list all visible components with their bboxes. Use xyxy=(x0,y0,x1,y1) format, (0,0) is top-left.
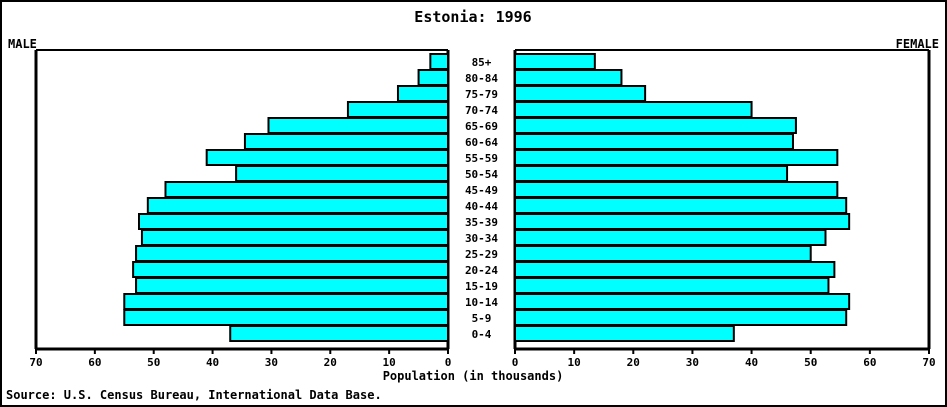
age-group-label: 55-59 xyxy=(465,152,498,165)
female-bar xyxy=(514,325,735,342)
male-bar xyxy=(123,309,450,326)
female-bar xyxy=(514,245,812,262)
male-bar xyxy=(146,197,449,214)
male-tick-label: 60 xyxy=(88,356,101,369)
age-group-label: 0-4 xyxy=(472,328,492,341)
age-group-label: 10-14 xyxy=(465,296,498,309)
male-tick-label: 0 xyxy=(445,356,452,369)
male-bar xyxy=(138,213,449,230)
age-group-label: 80-84 xyxy=(465,72,498,85)
male-bar xyxy=(229,325,449,342)
male-bar xyxy=(235,165,449,182)
female-bar xyxy=(514,165,789,182)
age-group-label: 60-64 xyxy=(465,136,498,149)
female-bar xyxy=(514,149,839,166)
age-group-label: 40-44 xyxy=(465,200,498,213)
male-tick-label: 50 xyxy=(147,356,160,369)
female-tick-label: 40 xyxy=(745,356,758,369)
age-group-label: 70-74 xyxy=(465,104,498,117)
male-bar xyxy=(396,85,450,102)
age-group-label: 85+ xyxy=(472,56,492,69)
male-bar xyxy=(135,245,450,262)
source-note: Source: U.S. Census Bureau, Internationa… xyxy=(6,388,382,402)
male-bar xyxy=(243,133,449,150)
female-bar xyxy=(514,101,753,118)
age-group-label: 15-19 xyxy=(465,280,498,293)
female-bar xyxy=(514,229,827,246)
female-tick-label: 70 xyxy=(922,356,935,369)
chart-title: Estonia: 1996 xyxy=(414,8,531,26)
bars-group xyxy=(123,53,851,342)
male-tick-label: 40 xyxy=(206,356,219,369)
female-tick-label: 50 xyxy=(804,356,817,369)
female-tick-label: 20 xyxy=(627,356,640,369)
female-bar xyxy=(514,261,836,278)
age-group-label: 25-29 xyxy=(465,248,498,261)
male-label: MALE xyxy=(8,37,37,51)
male-tick-label: 30 xyxy=(265,356,278,369)
male-bar xyxy=(140,229,449,246)
age-group-label: 20-24 xyxy=(465,264,498,277)
female-bar xyxy=(514,69,623,86)
female-bar xyxy=(514,117,797,134)
female-bar xyxy=(514,85,647,102)
female-label: FEMALE xyxy=(896,37,939,51)
age-group-label: 35-39 xyxy=(465,216,498,229)
age-group-label: 5-9 xyxy=(472,312,492,325)
male-bar xyxy=(135,277,450,294)
female-tick-label: 0 xyxy=(512,356,519,369)
female-tick-label: 60 xyxy=(863,356,876,369)
female-bar xyxy=(514,277,830,294)
female-bar xyxy=(514,181,839,198)
male-bar xyxy=(123,293,450,310)
female-bar xyxy=(514,309,848,326)
female-bar xyxy=(514,293,851,310)
male-bar xyxy=(205,149,449,166)
female-tick-label: 30 xyxy=(686,356,699,369)
male-bar xyxy=(346,101,450,118)
female-bar xyxy=(514,133,794,150)
male-tick-label: 10 xyxy=(383,356,396,369)
male-bar xyxy=(164,181,449,198)
male-bar xyxy=(417,69,450,86)
female-bar xyxy=(514,197,848,214)
male-tick-label: 70 xyxy=(29,356,42,369)
male-bar xyxy=(132,261,449,278)
age-group-label: 65-69 xyxy=(465,120,498,133)
age-group-label: 50-54 xyxy=(465,168,498,181)
x-ticks-group: 70 70 60 60 50 50 40 40 30 30 20 20 10 10 0 0 xyxy=(29,349,936,369)
age-labels-group: 0-4 5-9 10-14 15-19 20-24 25-29 30-34 35-39 40-4… xyxy=(465,56,498,341)
male-tick-label: 20 xyxy=(324,356,337,369)
age-group-label: 45-49 xyxy=(465,184,498,197)
female-bar xyxy=(514,213,851,230)
female-bar xyxy=(514,53,596,70)
male-bar xyxy=(267,117,449,134)
x-axis-label: Population (in thousands) xyxy=(383,369,564,383)
female-tick-label: 10 xyxy=(568,356,581,369)
male-bar xyxy=(429,53,450,70)
age-group-label: 30-34 xyxy=(465,232,498,245)
age-group-label: 75-79 xyxy=(465,88,498,101)
